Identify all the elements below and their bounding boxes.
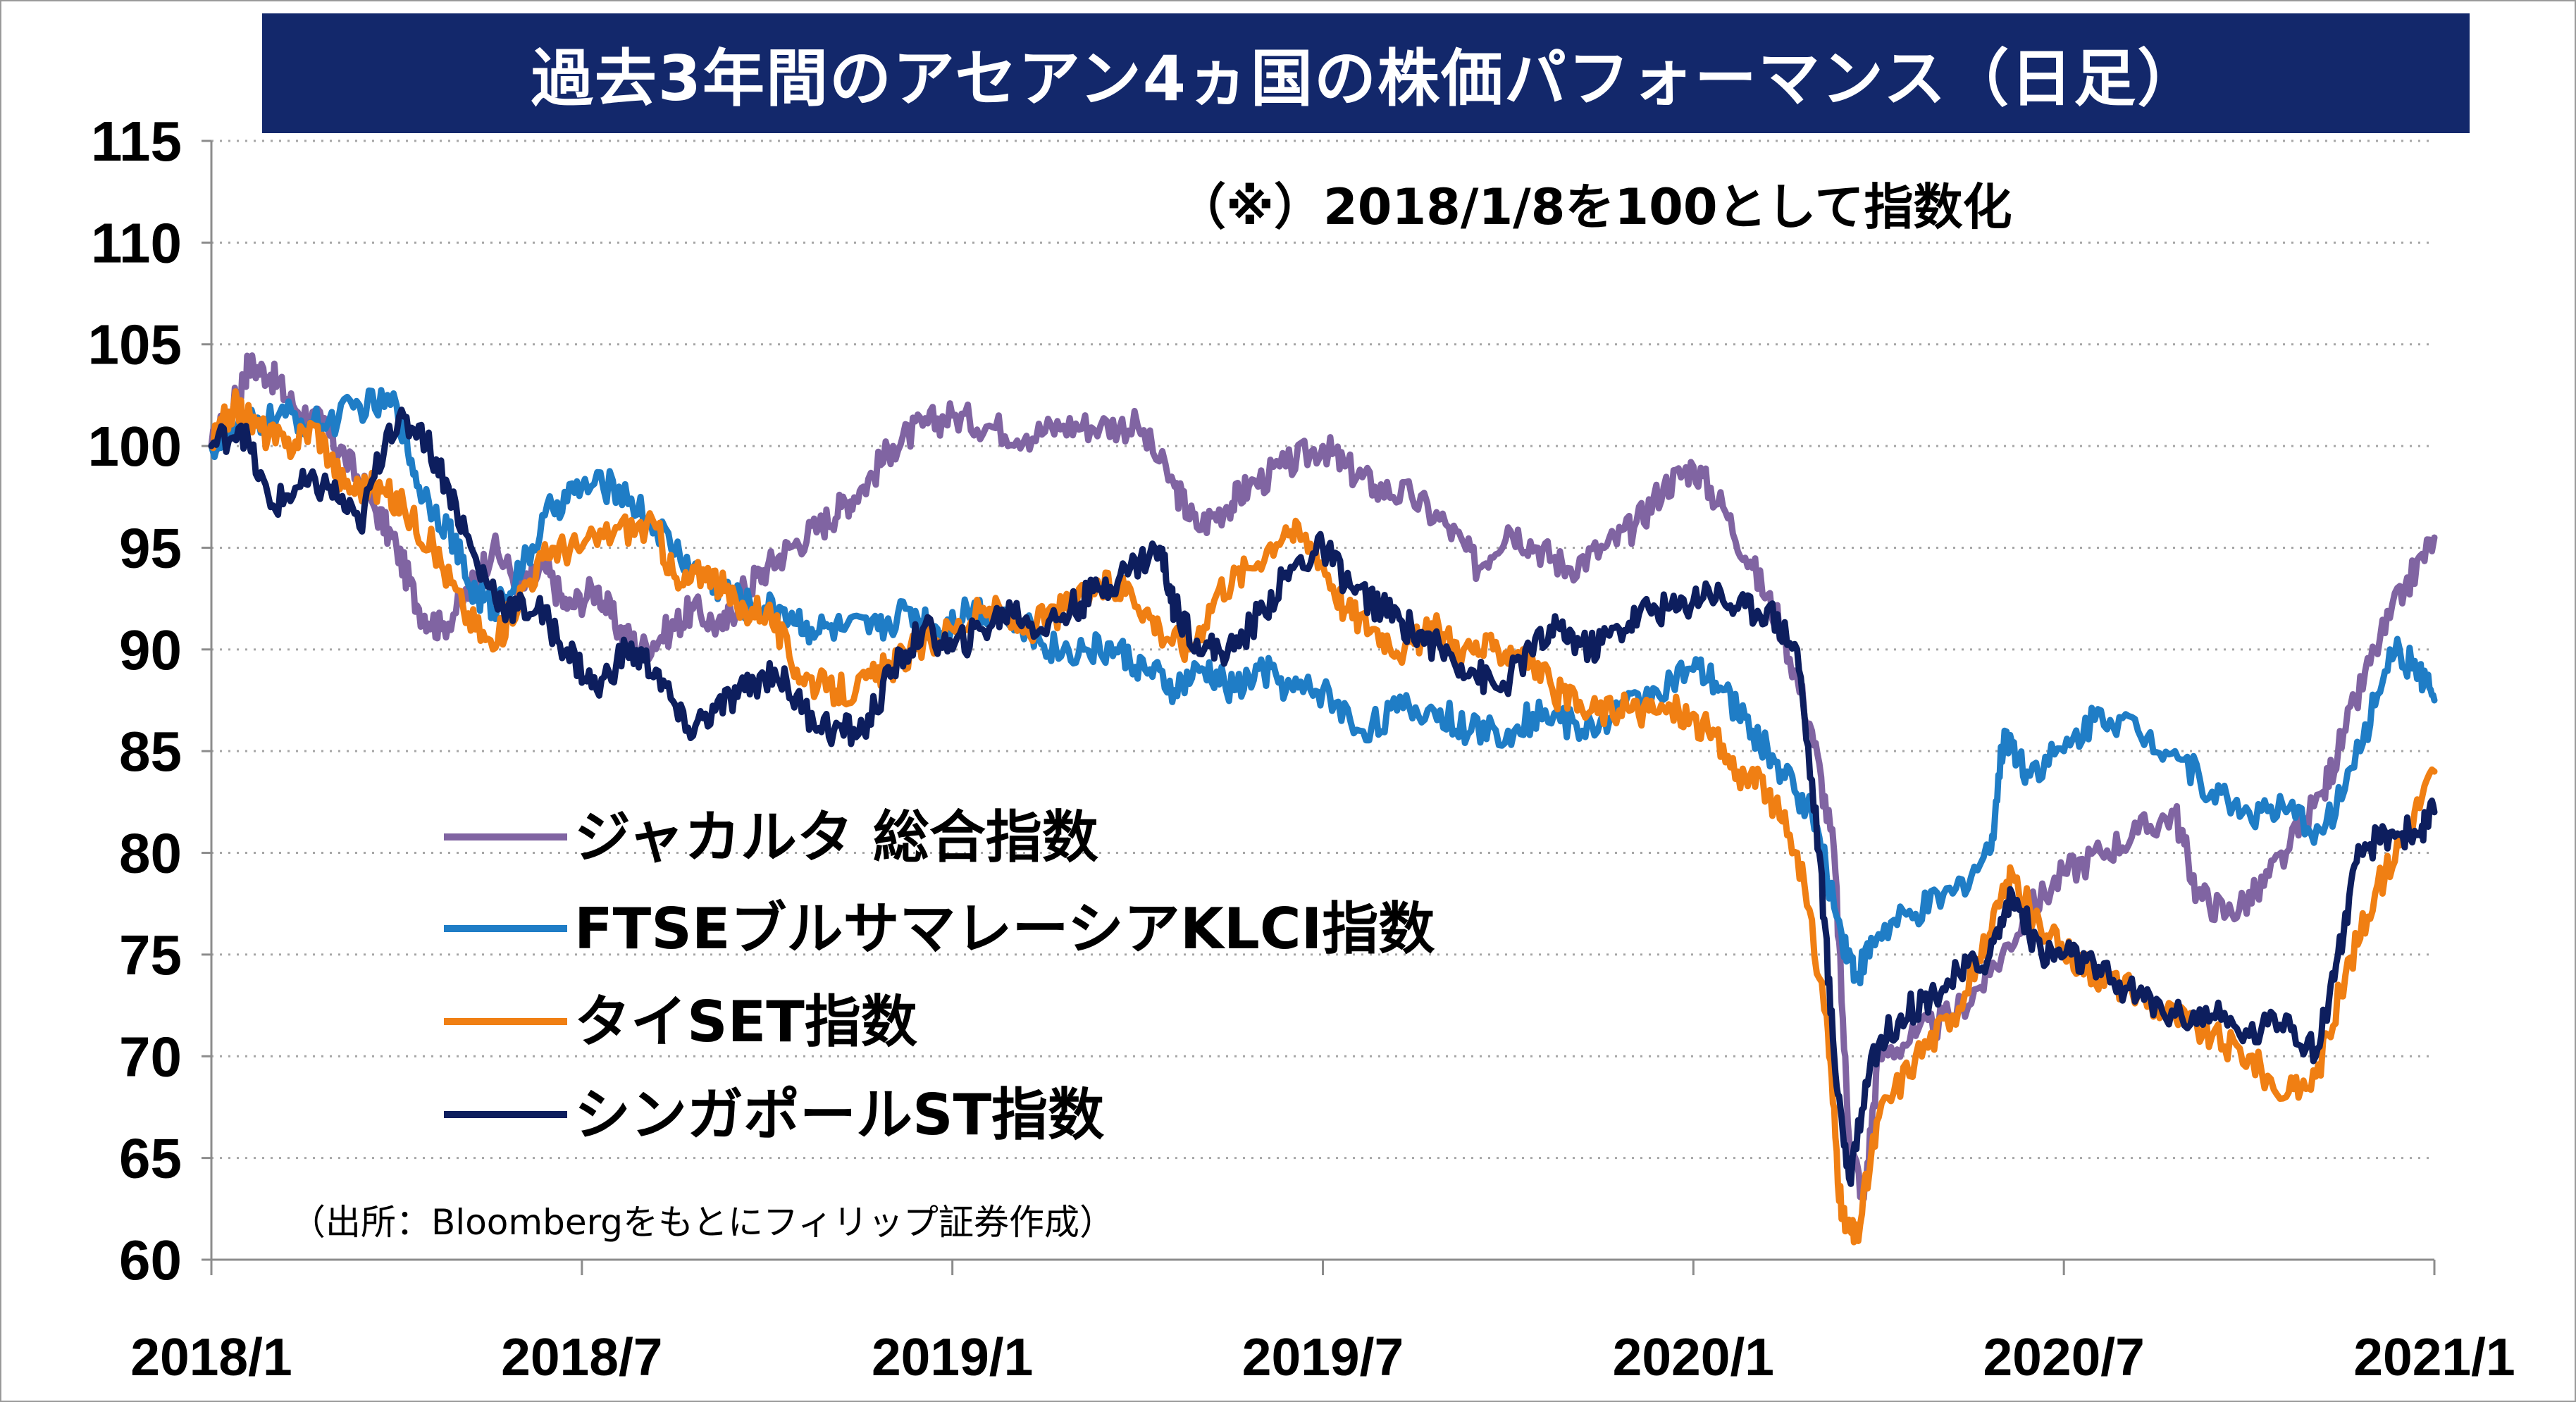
- x-tick-label: 2021/1: [2353, 1327, 2515, 1387]
- y-tick-label: 70: [119, 1025, 182, 1088]
- y-tick-label: 80: [119, 822, 182, 885]
- series-line-4: [208, 407, 2438, 1187]
- x-tick-label: 2018/7: [501, 1327, 662, 1387]
- y-tick-label: 75: [119, 924, 182, 986]
- index-note: （※）2018/1/8を100として指数化: [1177, 178, 2012, 236]
- source-note: （出所：Bloombergをもとにフィリップ証券作成）: [290, 1202, 1115, 1243]
- series-lines: [208, 352, 2438, 1246]
- x-tick-labels: 2018/1 2018/7 2019/1 2019/7 2020/1 2020/7 2021…: [130, 1327, 2515, 1387]
- x-tick-label: 2018/1: [130, 1327, 292, 1387]
- series-line-1: [208, 352, 2438, 1202]
- series-line-2: [208, 387, 2438, 986]
- legend-label: FTSEブルサマレーシアKLCI指数: [574, 896, 1435, 962]
- x-tick-label: 2019/7: [1242, 1327, 1404, 1387]
- legend-label: シンガポールST指数: [574, 1082, 1104, 1148]
- y-tick-label: 85: [119, 720, 182, 783]
- legend: ジャカルタ 総合指数 FTSEブルサマレーシアKLCI指数タイSET指数シンガポー…: [444, 805, 1435, 1148]
- series-line-3: [208, 388, 2438, 1246]
- y-tick-labels: 60 65 70 75 80 85 90 95 100 105 110 115: [88, 110, 182, 1291]
- y-tick-label: 115: [91, 110, 182, 173]
- x-tick-label: 2020/7: [1983, 1327, 2144, 1387]
- x-tick-label: 2019/1: [872, 1327, 1033, 1387]
- chart-title: 過去3年間のアセアン4ヵ国の株価パフォーマンス（日足）: [531, 42, 2201, 115]
- y-tick-label: 110: [91, 211, 182, 274]
- x-tick-label: 2020/1: [1613, 1327, 1774, 1387]
- y-tick-label: 65: [119, 1127, 182, 1190]
- y-tick-label: 105: [88, 314, 182, 376]
- y-tick-label: 60: [119, 1229, 182, 1291]
- title-banner: 過去3年間のアセアン4ヵ国の株価パフォーマンス（日足）: [262, 13, 2470, 133]
- y-tick-label: 95: [119, 516, 182, 579]
- legend-label: タイSET指数: [574, 989, 917, 1055]
- y-tick-label: 100: [88, 415, 182, 478]
- legend-label: ジャカルタ 総合指数: [574, 805, 1098, 870]
- axes: [210, 141, 2434, 1261]
- y-tick-label: 90: [119, 619, 182, 681]
